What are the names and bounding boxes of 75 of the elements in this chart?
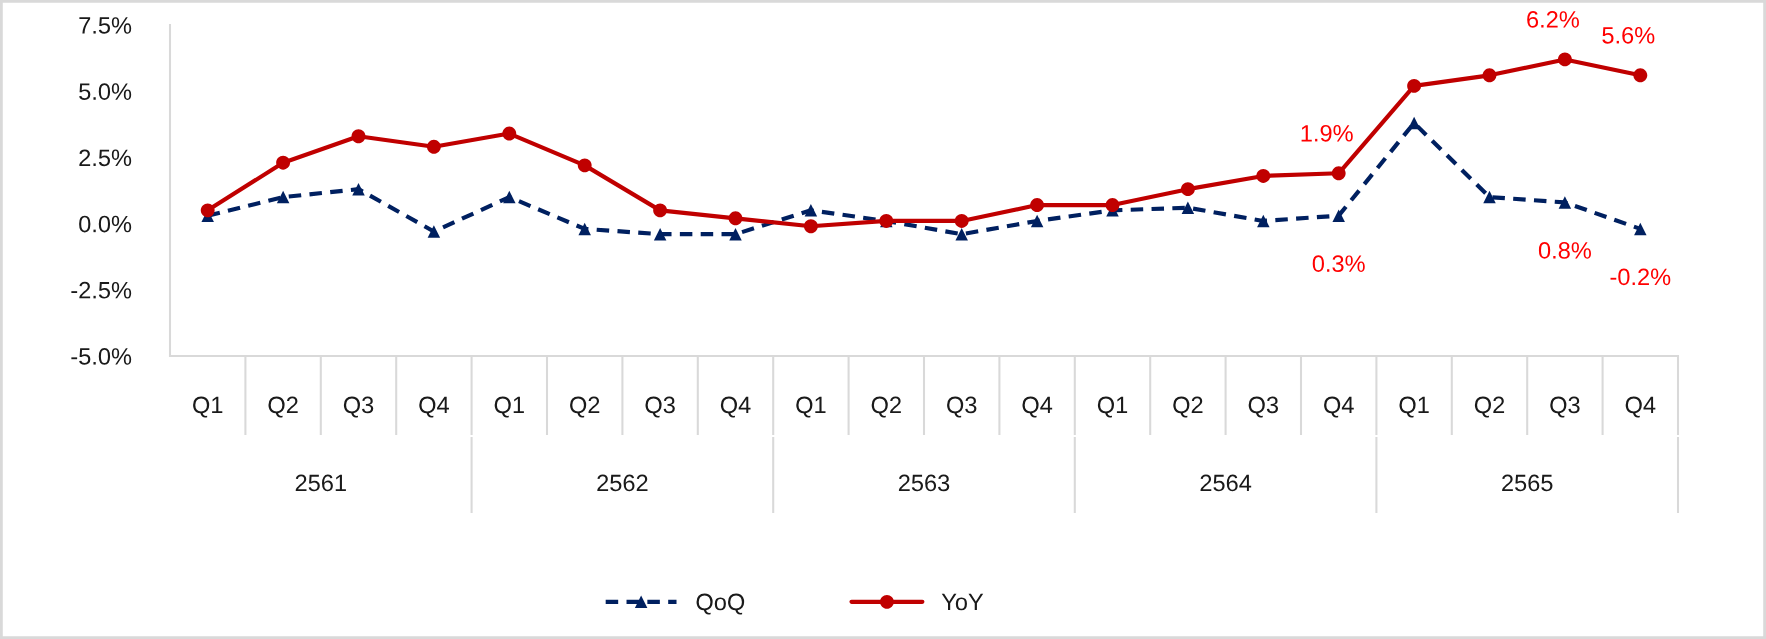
y-tick-label: 2.5% (79, 149, 132, 167)
point (1407, 78, 1422, 93)
x-tick-label: Q4 (419, 396, 449, 418)
x-tick-label: Q1 (1097, 396, 1128, 418)
x-tick-label: Q1 (796, 396, 826, 418)
point (1483, 190, 1496, 204)
point (804, 204, 818, 217)
point (200, 203, 215, 218)
point (1633, 68, 1648, 83)
point (728, 211, 743, 226)
x-tick-label: Q1 (193, 396, 223, 418)
x-tick-label: Q2 (268, 396, 298, 418)
point (1105, 198, 1120, 213)
point (1557, 52, 1572, 67)
data-label: 0.3% (1312, 255, 1365, 272)
x-tick-label: Q4 (1324, 396, 1354, 418)
data-label: 0.8% (1538, 242, 1591, 259)
point (352, 182, 365, 196)
point (578, 222, 591, 236)
text: 2561 (295, 474, 346, 492)
point (653, 227, 667, 241)
point (955, 227, 968, 241)
x-tick-label: Q4 (1022, 396, 1053, 418)
point (1030, 214, 1044, 228)
y-tick-label: 5.0% (79, 83, 132, 100)
point (276, 155, 291, 170)
y-tick-label: 7.5% (79, 17, 132, 34)
point (1181, 201, 1195, 214)
point (351, 129, 366, 144)
x-tick-label: Q4 (1625, 396, 1656, 418)
point (803, 219, 818, 234)
point (653, 203, 668, 218)
x-tick-label: Q3 (645, 396, 675, 418)
point (276, 190, 290, 204)
point (729, 227, 742, 241)
point (1407, 116, 1421, 130)
x-tick-label: Q3 (343, 396, 374, 418)
x-tick-label: Q2 (871, 396, 901, 418)
point (1331, 166, 1346, 181)
point (502, 126, 517, 141)
point (427, 225, 441, 238)
x-tick-label: Q2 (1474, 396, 1505, 418)
x-tick-label: Q3 (1248, 396, 1279, 418)
data-label: -0.2% (1610, 268, 1671, 286)
text: 2565 (1502, 474, 1553, 492)
x-tick-label: Q3 (947, 396, 977, 418)
point (1482, 68, 1497, 83)
point (1558, 196, 1572, 209)
point (1256, 168, 1271, 183)
point (954, 214, 969, 228)
text: 2563 (898, 474, 950, 492)
x-tick-label: Q1 (494, 396, 524, 418)
legend-label: QoQ (696, 593, 745, 615)
point (426, 139, 441, 154)
x-tick-label: Q2 (570, 396, 600, 418)
point (1634, 222, 1647, 236)
x-tick-label: Q4 (720, 396, 751, 418)
point (577, 158, 592, 173)
point (503, 190, 516, 204)
y-tick-label: -2.5% (71, 281, 132, 299)
y-tick-label: 0.0% (79, 215, 132, 233)
x-tick-label: Q2 (1173, 396, 1203, 418)
y-tick-label: -5.0% (71, 348, 132, 365)
data-label: 5.6% (1602, 26, 1655, 44)
legend-label: YoY (941, 593, 984, 611)
data-label: 6.2% (1527, 11, 1579, 28)
data-label: 1.9% (1301, 124, 1353, 142)
x-tick-label: Q1 (1399, 396, 1429, 418)
text: 2564 (1200, 474, 1252, 492)
text: 2562 (597, 474, 648, 492)
x-tick-label: Q3 (1550, 396, 1580, 418)
point (1180, 182, 1195, 197)
point (1030, 198, 1045, 213)
point (1332, 209, 1345, 222)
point (1257, 214, 1270, 228)
